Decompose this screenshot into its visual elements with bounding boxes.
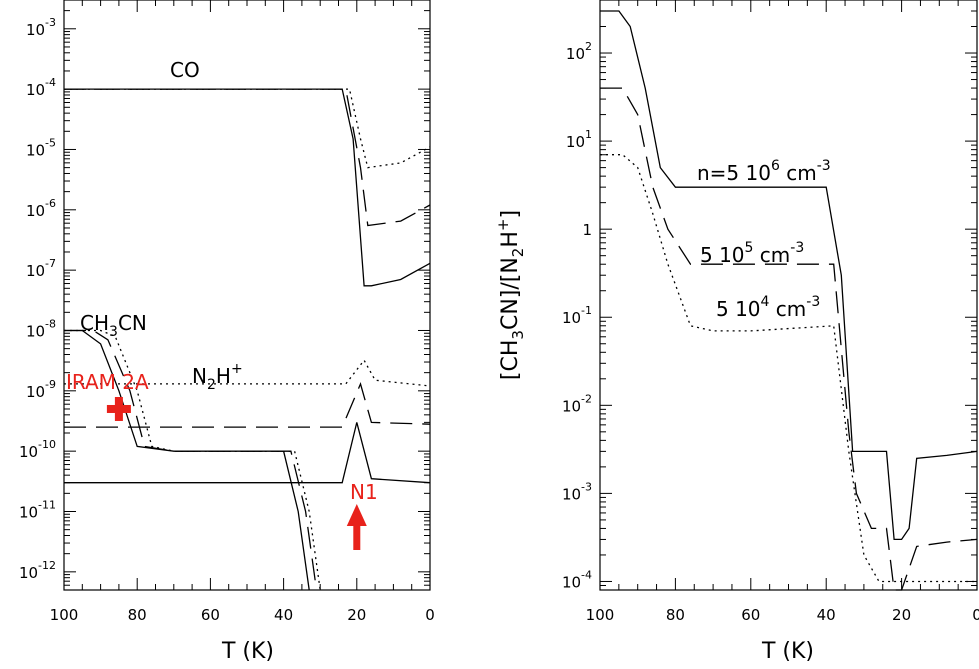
label-n2h: N2H+ [192, 361, 243, 393]
left-x-tick-label: 0 [425, 606, 435, 624]
right-curve-2 [600, 154, 977, 583]
left-curve-3 [64, 329, 310, 591]
left-curve-4 [64, 329, 318, 591]
right-y-tick-label: 102 [566, 40, 592, 63]
right-x-tick-label: 60 [741, 606, 760, 624]
right-y-tick-label: 10-2 [562, 392, 592, 415]
left-x-tick-label: 40 [274, 606, 293, 624]
left-axis-ticks: 100 80 60 40 20 0 10-3 10-4 10-5 10-6 10-7 10-8 10-9… [19, 0, 435, 624]
label-co: CO [170, 58, 200, 82]
left-y-tick-label: 10-12 [19, 559, 56, 582]
right-y-tick-label: 101 [566, 128, 592, 151]
series-label-0: n=5 106 cm-3 [697, 158, 831, 185]
left-y-tick-label: 10-7 [26, 257, 56, 280]
left-y-tick-label: 10-3 [26, 16, 56, 39]
right-x-tick-label: 20 [892, 606, 911, 624]
label-n1: N1 [350, 480, 378, 504]
left-y-tick-label: 10-6 [26, 197, 56, 220]
left-y-tick-label: 10-4 [26, 76, 56, 99]
left-y-tick-label: 10-5 [26, 136, 56, 159]
right-x-tick-label: 100 [586, 606, 615, 624]
n1-arrow-marker [353, 518, 361, 550]
right-curves [600, 10, 978, 591]
left-markers [106, 396, 367, 550]
right-x-tick-label: 0 [972, 606, 979, 624]
left-curves [64, 88, 431, 591]
right-y-axis-title: [CH3CN]/[N2H+] [494, 210, 527, 380]
left-x-axis-title: T (K) [221, 639, 274, 664]
right-y-tick-label: 10-4 [562, 568, 592, 591]
left-curve-6 [64, 422, 431, 484]
right-x-tick-label: 80 [666, 606, 685, 624]
series-label-2: 5 104 cm-3 [716, 294, 820, 321]
right-x-tick-label: 40 [817, 606, 836, 624]
right-series-labels: n=5 106 cm-3 5 105 cm-3 5 104 cm-3 [697, 158, 831, 321]
right-y-tick-label: 10-3 [562, 480, 592, 503]
left-x-tick-label: 80 [128, 606, 147, 624]
n1-arrow-head [346, 504, 367, 526]
left-y-tick-label: 10-8 [26, 317, 56, 340]
right-y-tick-label: 1 [582, 221, 592, 239]
left-y-tick-label: 10-9 [26, 378, 56, 401]
right-curve-1 [600, 87, 978, 591]
right-y-tick-label: 10-1 [562, 304, 592, 327]
left-curve-5 [64, 329, 321, 591]
left-x-tick-label: 100 [50, 606, 79, 624]
iram-2a-cross-marker [114, 396, 123, 421]
left-curve-7 [64, 381, 431, 428]
right-plot-frame [599, 0, 978, 591]
label-iram-2a: IRAM 2A [66, 370, 149, 394]
series-label-1: 5 105 cm-3 [700, 240, 804, 267]
left-y-tick-label: 10-11 [19, 498, 56, 521]
abundance-panel: 100 80 60 40 20 0 10-3 10-4 10-5 10-6 10-7 10-8 10-9… [19, 0, 435, 664]
ratio-panel: 100 80 60 40 20 0 102 101 1 10-1 10-2 10-3 10-4 T (K… [494, 0, 979, 664]
right-x-axis-title: T (K) [761, 639, 814, 664]
left-x-tick-label: 20 [347, 606, 366, 624]
left-curve-1 [64, 88, 431, 227]
right-axis-ticks: 100 80 60 40 20 0 102 101 1 10-1 10-2 10-3 10-4 [562, 0, 979, 624]
left-y-tick-label: 10-10 [19, 438, 56, 461]
right-curve-0 [600, 10, 978, 541]
left-curve-2 [64, 88, 431, 169]
left-curve-8 [64, 359, 431, 387]
left-curve-0 [64, 88, 431, 287]
left-x-tick-label: 60 [201, 606, 220, 624]
